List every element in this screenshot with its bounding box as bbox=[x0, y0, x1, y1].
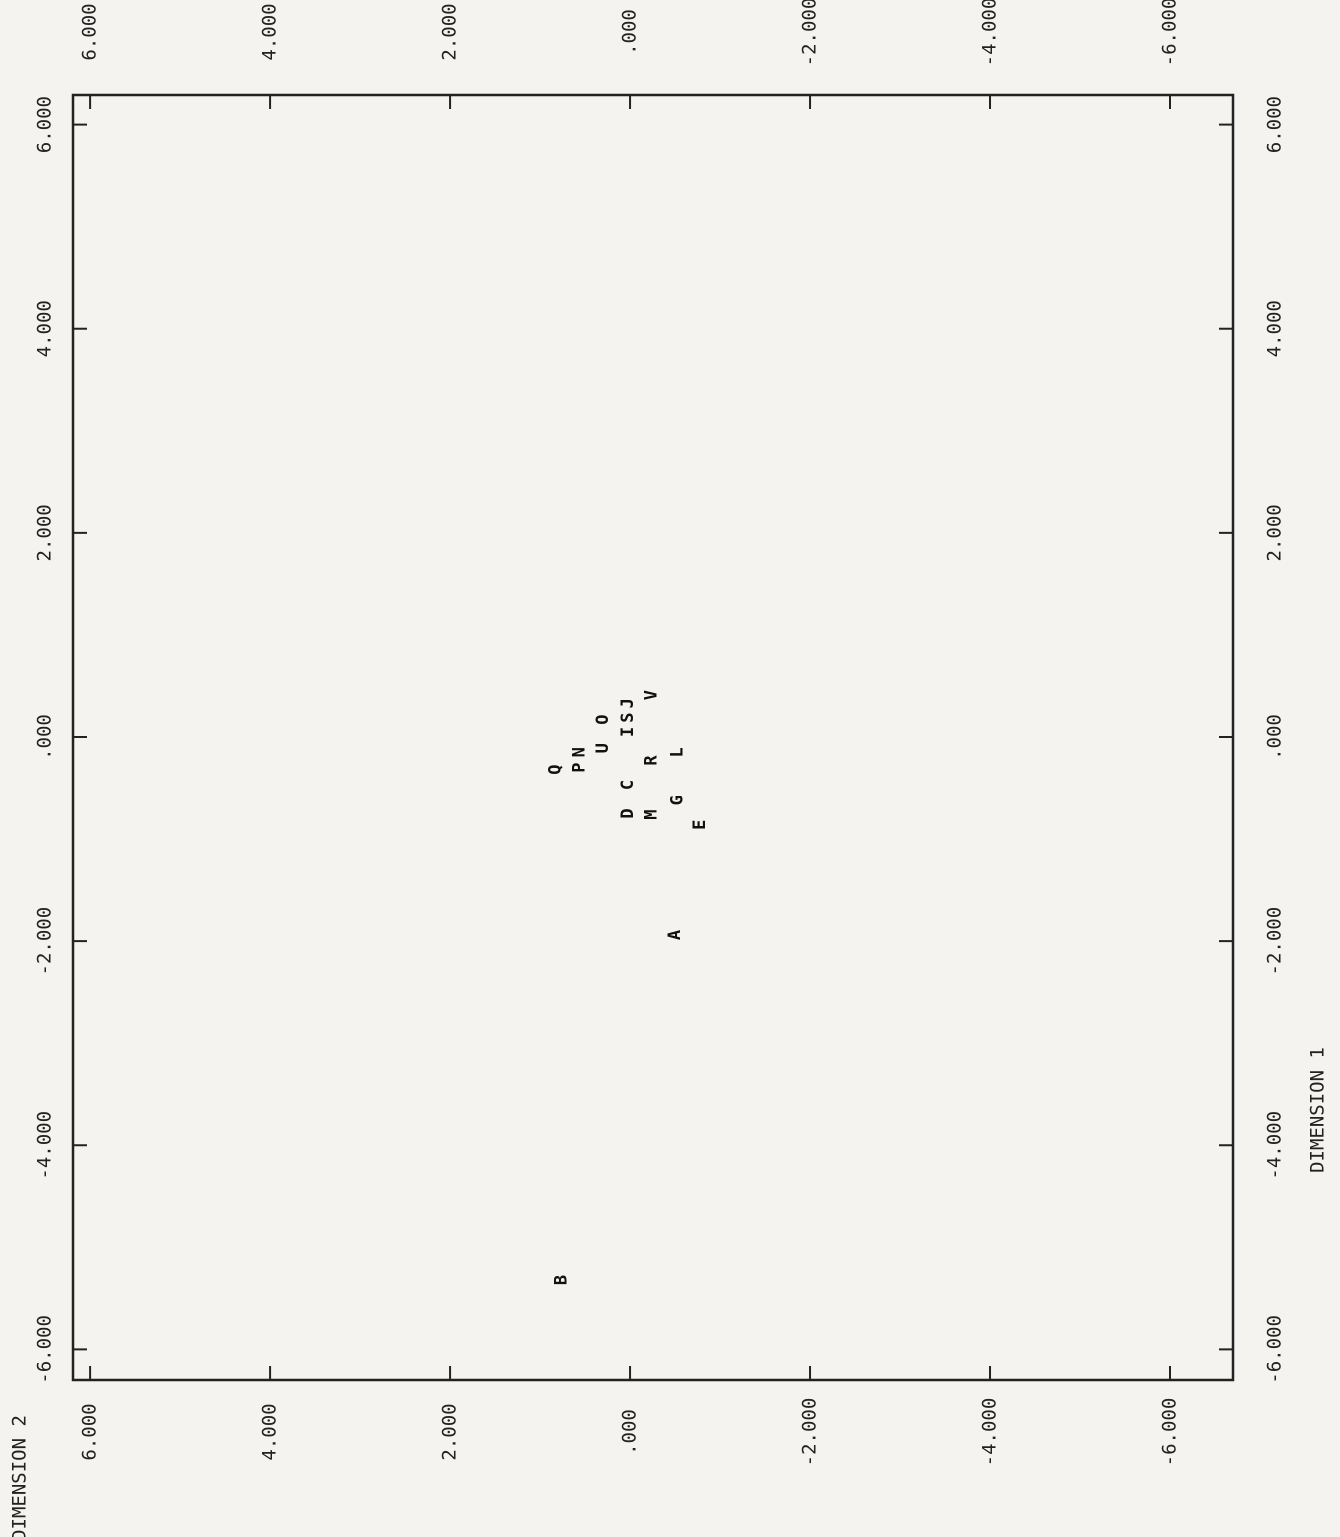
x-tick-label: .000 bbox=[34, 714, 56, 760]
point-label: B bbox=[552, 1275, 572, 1285]
x-tick-label: 2.000 bbox=[1264, 504, 1286, 561]
point-label: U bbox=[593, 743, 613, 753]
x-tick-label: 6.000 bbox=[34, 96, 56, 153]
x-tick-label: -2.000 bbox=[34, 907, 56, 976]
y-tick-label: 2.000 bbox=[439, 3, 461, 60]
x-tick-label: 2.000 bbox=[34, 504, 56, 561]
point-label: R bbox=[642, 755, 662, 766]
point-label: D bbox=[618, 808, 638, 818]
x-tick-label: 4.000 bbox=[34, 300, 56, 357]
point-label: J bbox=[618, 698, 638, 708]
x-tick-label: -4.000 bbox=[34, 1111, 56, 1180]
x-tick-label: -6.000 bbox=[1264, 1315, 1286, 1384]
y-tick-label: .000 bbox=[619, 1409, 641, 1455]
x-tick-label: -6.000 bbox=[34, 1315, 56, 1384]
y-tick-label: -6.000 bbox=[1159, 1398, 1181, 1467]
point-label: G bbox=[668, 795, 688, 805]
point-label: P bbox=[570, 762, 590, 772]
plot-frame bbox=[71, 93, 1235, 1382]
point-label: O bbox=[593, 715, 613, 725]
point-label: S bbox=[618, 712, 638, 722]
x-tick-label: -4.000 bbox=[1264, 1111, 1286, 1180]
y-axis-label: DIMENSION 2 bbox=[9, 1415, 31, 1537]
x-tick-label: 4.000 bbox=[1264, 300, 1286, 357]
point-label: I bbox=[618, 727, 638, 737]
y-tick-label: -2.000 bbox=[799, 0, 821, 66]
x-tick-label: -2.000 bbox=[1264, 907, 1286, 976]
y-tick-label: -2.000 bbox=[799, 1398, 821, 1467]
y-tick-label: 2.000 bbox=[439, 1403, 461, 1460]
point-label: N bbox=[570, 747, 590, 757]
y-tick-label: -4.000 bbox=[979, 0, 1001, 66]
y-tick-label: -4.000 bbox=[979, 1398, 1001, 1467]
point-label: L bbox=[668, 747, 688, 757]
x-axis-label: DIMENSION 1 bbox=[1307, 1047, 1329, 1173]
point-label: M bbox=[642, 809, 662, 819]
y-tick-label: -6.000 bbox=[1159, 0, 1181, 66]
point-label: V bbox=[642, 690, 662, 700]
point-label: Q bbox=[545, 765, 565, 775]
x-tick-label: 6.000 bbox=[1264, 96, 1286, 153]
y-tick-label: 6.000 bbox=[79, 3, 101, 60]
point-label: A bbox=[665, 930, 685, 940]
y-tick-label: .000 bbox=[619, 9, 641, 55]
y-tick-label: 4.000 bbox=[259, 3, 281, 60]
y-tick-label: 6.000 bbox=[79, 1403, 101, 1460]
point-label: E bbox=[690, 820, 710, 830]
y-tick-label: 4.000 bbox=[259, 1403, 281, 1460]
x-tick-label: .000 bbox=[1264, 714, 1286, 760]
point-label: C bbox=[618, 780, 638, 790]
